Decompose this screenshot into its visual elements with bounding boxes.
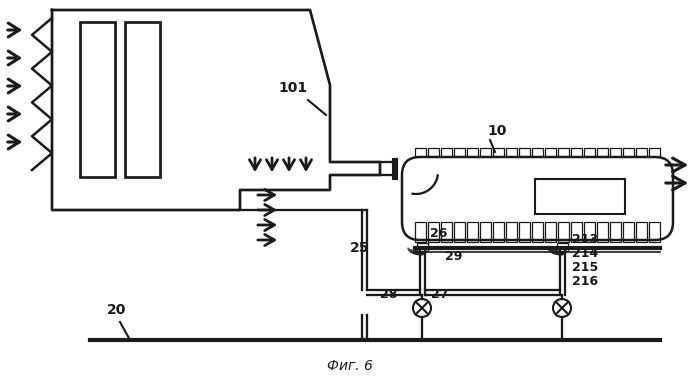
Bar	[532, 222, 543, 242]
Bar	[506, 148, 517, 168]
Text: 101: 101	[278, 81, 307, 95]
Bar	[545, 148, 556, 168]
Bar	[493, 222, 504, 242]
Bar	[493, 148, 504, 168]
Bar	[80, 22, 115, 177]
Bar	[428, 148, 439, 168]
Bar	[519, 148, 530, 168]
Bar	[623, 222, 634, 242]
Text: 28: 28	[380, 288, 398, 301]
Bar	[417, 243, 428, 251]
Bar	[649, 222, 660, 242]
Text: 215: 215	[572, 261, 598, 274]
Bar	[428, 222, 439, 242]
Bar	[610, 148, 621, 168]
Bar	[441, 148, 452, 168]
Bar	[571, 222, 582, 242]
Text: Фиг. 6: Фиг. 6	[327, 359, 373, 373]
Bar	[649, 148, 660, 168]
Text: 10: 10	[487, 124, 506, 138]
Bar	[519, 222, 530, 242]
Bar	[597, 222, 608, 242]
Bar	[610, 222, 621, 242]
Bar	[454, 148, 465, 168]
Bar	[125, 22, 160, 177]
Bar	[480, 148, 491, 168]
Bar	[454, 222, 465, 242]
Bar	[636, 222, 647, 242]
Bar	[506, 222, 517, 242]
Text: 26: 26	[430, 227, 447, 240]
Text: 25: 25	[350, 241, 370, 255]
Bar	[535, 179, 625, 214]
Bar	[480, 222, 491, 242]
Text: 27: 27	[431, 288, 449, 301]
Bar	[557, 243, 568, 251]
Bar	[558, 148, 569, 168]
Bar	[571, 148, 582, 168]
Text: 213: 213	[572, 233, 598, 246]
Text: 214: 214	[572, 247, 598, 260]
Text: 29: 29	[445, 250, 463, 263]
Bar	[532, 148, 543, 168]
FancyBboxPatch shape	[402, 157, 673, 240]
Text: 20: 20	[107, 303, 127, 317]
Bar	[623, 148, 634, 168]
Bar	[584, 148, 595, 168]
Bar	[441, 222, 452, 242]
Bar	[467, 222, 478, 242]
Bar	[467, 148, 478, 168]
Bar	[415, 148, 426, 168]
Bar	[415, 222, 426, 242]
Bar	[545, 222, 556, 242]
Bar	[558, 222, 569, 242]
Bar	[597, 148, 608, 168]
Text: 216: 216	[572, 275, 598, 288]
Bar	[636, 148, 647, 168]
Bar	[584, 222, 595, 242]
